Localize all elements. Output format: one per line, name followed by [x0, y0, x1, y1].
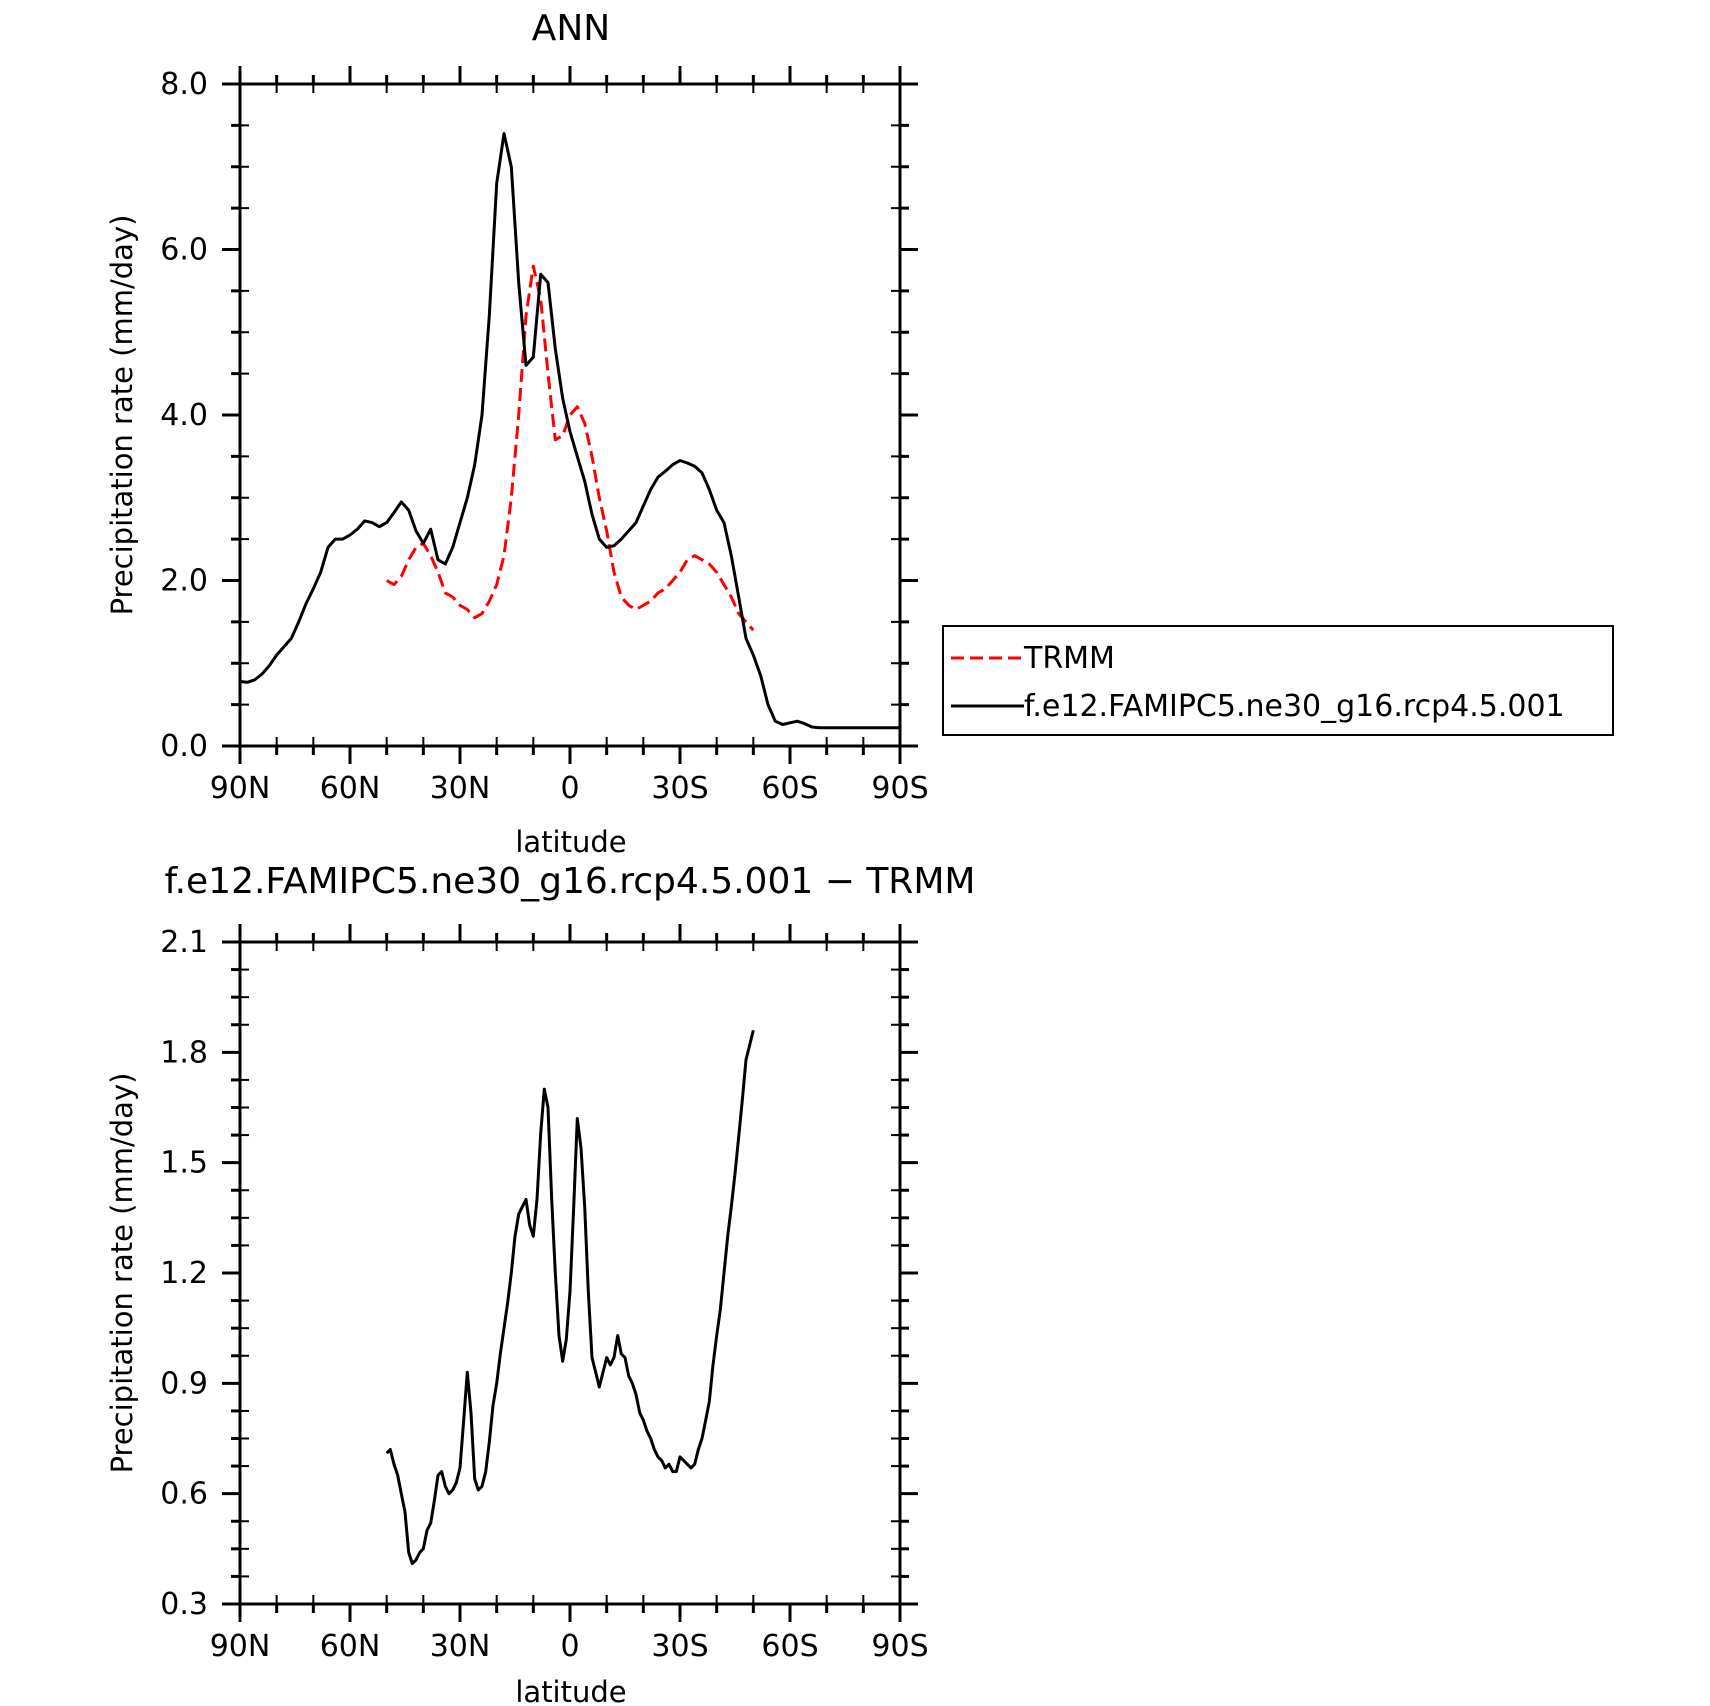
y-tick-label: 1.8	[160, 1035, 208, 1070]
plot-frame	[238, 82, 902, 748]
x-tick-label: 30N	[430, 771, 491, 806]
legend-box	[942, 625, 1614, 736]
legend-label-trmm: TRMM	[1023, 641, 1115, 676]
legend-label-model: f.e12.FAMIPC5.ne30_g16.rcp4.5.001	[1024, 689, 1565, 724]
x-tick-label: 0	[560, 1629, 579, 1664]
x-tick-label: 90N	[210, 1629, 271, 1664]
x-axis-label: latitude	[515, 1675, 626, 1706]
plot-lines	[385, 1029, 755, 1565]
x-tick-label: 60S	[761, 1629, 818, 1664]
y-tick-label: 1.5	[160, 1146, 208, 1181]
axis-ticks: 90N 60N 30N 0 30S 60S 90S 0.0 2.0 4.0 6.0 8.0	[160, 66, 929, 806]
chart-title: ANN	[532, 8, 611, 49]
chart-title: f.e12.FAMIPC5.ne30_g16.rcp4.5.001 − TRMM	[165, 861, 976, 902]
axis-ticks: 90N 60N 30N 0 30S 60S 90S 0.3 0.6 0.9 1.2 1.5 1.8 2.1	[160, 924, 929, 1664]
x-tick-label: 90S	[871, 771, 928, 806]
y-tick-label: 8.0	[160, 67, 208, 102]
series-line-1	[385, 264, 755, 632]
x-axis-label: latitude	[515, 825, 626, 859]
y-tick-label: 0.3	[160, 1587, 208, 1622]
y-tick-label: 0.6	[160, 1477, 208, 1512]
y-axis-label: Precipitation rate (mm/day)	[105, 1073, 139, 1474]
y-tick-label: 2.0	[160, 564, 208, 599]
x-tick-label: 90S	[871, 1629, 928, 1664]
series-line-2	[239, 132, 900, 730]
y-tick-label: 4.0	[160, 398, 208, 433]
annual-zonal-mean-chart: ANN 90N 60N 30N 0 30S 60S 90S 0.0 2.0 4.0 6.0 8.0 l…	[105, 8, 1614, 859]
y-tick-label: 2.1	[160, 925, 208, 960]
x-tick-label: 30S	[651, 771, 708, 806]
y-tick-label: 0.9	[160, 1366, 208, 1401]
difference-chart: f.e12.FAMIPC5.ne30_g16.rcp4.5.001 − TRMM…	[105, 861, 975, 1706]
legend: TRMM f.e12.FAMIPC5.ne30_g16.rcp4.5.001	[942, 625, 1614, 736]
x-tick-label: 90N	[210, 771, 271, 806]
x-tick-label: 30N	[430, 1629, 491, 1664]
x-tick-label: 0	[560, 771, 579, 806]
y-tick-label: 0.0	[160, 729, 208, 764]
plot-lines	[239, 132, 900, 730]
y-tick-label: 6.0	[160, 233, 208, 268]
x-tick-label: 60N	[320, 1629, 381, 1664]
series-line-1	[385, 1029, 755, 1565]
y-axis-label: Precipitation rate (mm/day)	[105, 215, 139, 616]
x-tick-label: 30S	[651, 1629, 708, 1664]
x-tick-label: 60N	[320, 771, 381, 806]
y-tick-label: 1.2	[160, 1256, 208, 1291]
x-tick-label: 60S	[761, 771, 818, 806]
